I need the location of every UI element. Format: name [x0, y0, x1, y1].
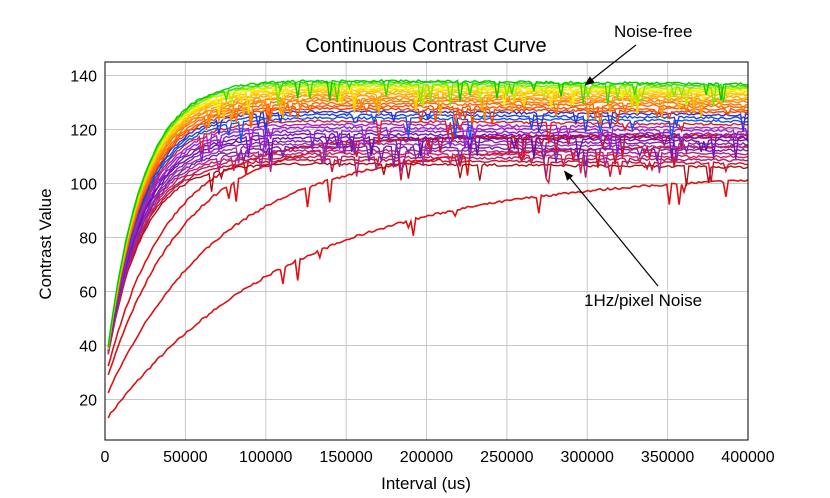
y-tick-label: 60 — [79, 285, 97, 302]
series-line-curve-20 — [107, 122, 749, 352]
series-line-curve-27 — [107, 145, 749, 352]
series-line-curve-36 — [107, 179, 749, 419]
series-line-curve-26 — [107, 142, 749, 352]
series-line-curve-25 — [107, 138, 749, 352]
y-tick-label: 140 — [70, 69, 97, 86]
series-line-curve-12 — [107, 98, 749, 349]
series-line-curve-14 — [107, 104, 749, 351]
plot-frame — [104, 61, 749, 441]
tick-labels: 0 50000 100000 150000 200000 250000 300000 3500… — [70, 69, 775, 467]
series-group — [107, 78, 749, 419]
y-tick-label: 20 — [79, 393, 97, 410]
series-line-curve-35 — [107, 144, 749, 394]
x-tick-label: 100000 — [239, 449, 292, 466]
series-line-curve-15 — [107, 106, 749, 350]
x-axis-label: Interval (us) — [381, 474, 471, 493]
series-line-curve-13 — [107, 101, 749, 349]
x-tick-label: 50000 — [163, 449, 208, 466]
series-line-curve-31 — [107, 158, 749, 354]
x-tick-label: 250000 — [480, 449, 533, 466]
series-line-curve-24 — [107, 135, 749, 352]
series-line-curve-1 — [107, 78, 749, 348]
y-tick-label: 80 — [79, 231, 97, 248]
series-line-curve-19 — [107, 118, 749, 352]
series-line-curve-22 — [107, 129, 748, 353]
y-axis-label: Contrast Value — [36, 188, 55, 299]
annotation-noise: 1Hz/pixel Noise — [584, 291, 702, 310]
series-line-curve-21 — [107, 125, 749, 352]
series-line-curve-32 — [107, 161, 749, 354]
series-line-curve-11 — [107, 96, 749, 350]
chart-title: Continuous Contrast Curve — [305, 35, 546, 57]
series-line-curve-17 — [107, 112, 749, 350]
annotations: Noise-free 1Hz/pixel Noise — [563, 22, 702, 310]
series-line-curve-6 — [107, 86, 749, 347]
x-tick-label: 350000 — [641, 449, 694, 466]
x-tick-label: 300000 — [561, 449, 614, 466]
y-tick-label: 40 — [79, 339, 97, 356]
annotation-arrow-noise — [563, 170, 659, 287]
series-line-curve-23 — [107, 132, 749, 352]
annotation-arrow-noise-free — [584, 44, 637, 86]
x-tick-label: 0 — [101, 449, 110, 466]
annotation-noise-free: Noise-free — [614, 22, 692, 41]
x-tick-label: 150000 — [319, 449, 372, 466]
y-tick-label: 100 — [70, 177, 97, 194]
x-tick-label: 400000 — [721, 449, 774, 466]
y-tick-label: 120 — [70, 123, 97, 140]
x-tick-label: 200000 — [400, 449, 453, 466]
series-line-curve-16 — [107, 109, 749, 350]
